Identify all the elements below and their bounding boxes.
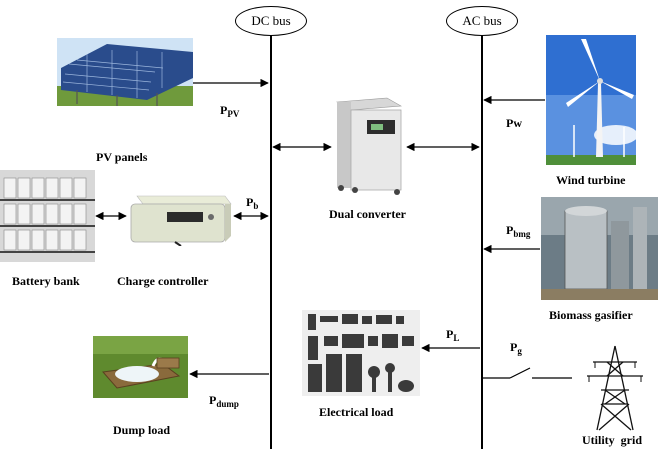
utility-grid-label: Utility grid [582,433,642,447]
biomass-gasifier-image [541,197,658,300]
grid-switch-blade [509,367,531,379]
wind-turbine-label: Wind turbine [556,173,626,187]
dual-converter-image [336,97,402,195]
pv-panels-image [57,38,193,106]
power-label-bmg: Pbmg [506,223,531,239]
dc-bus-line [270,34,272,449]
power-label-g: Pg [510,340,522,356]
power-label-pv: PPV [220,103,240,119]
pv-panels-label: PV panels [96,150,148,164]
ac-bus-label: AC bus [446,6,518,36]
dump-load-image [93,336,188,398]
power-label-l: PL [446,327,460,343]
wind-turbine-image [546,35,636,165]
charge-controller-image [130,195,232,246]
biomass-gasifier-label: Biomass gasifier [549,308,633,322]
battery-bank-label: Battery bank [12,274,80,288]
charge-controller-label: Charge controller [117,274,209,288]
dual-converter-label: Dual converter [329,207,406,221]
electrical-load-image [302,310,420,396]
electrical-load-label: Electrical load [319,405,394,419]
utility-grid-tower-image [587,345,643,431]
power-label-b: Pb [246,195,259,211]
ac-bus-line [481,34,483,449]
power-label-w: Pw [506,116,522,130]
battery-bank-image [0,170,95,262]
power-label-dump: Pdump [209,393,239,409]
dump-load-label: Dump load [113,423,171,437]
dc-bus-label: DC bus [235,6,307,36]
